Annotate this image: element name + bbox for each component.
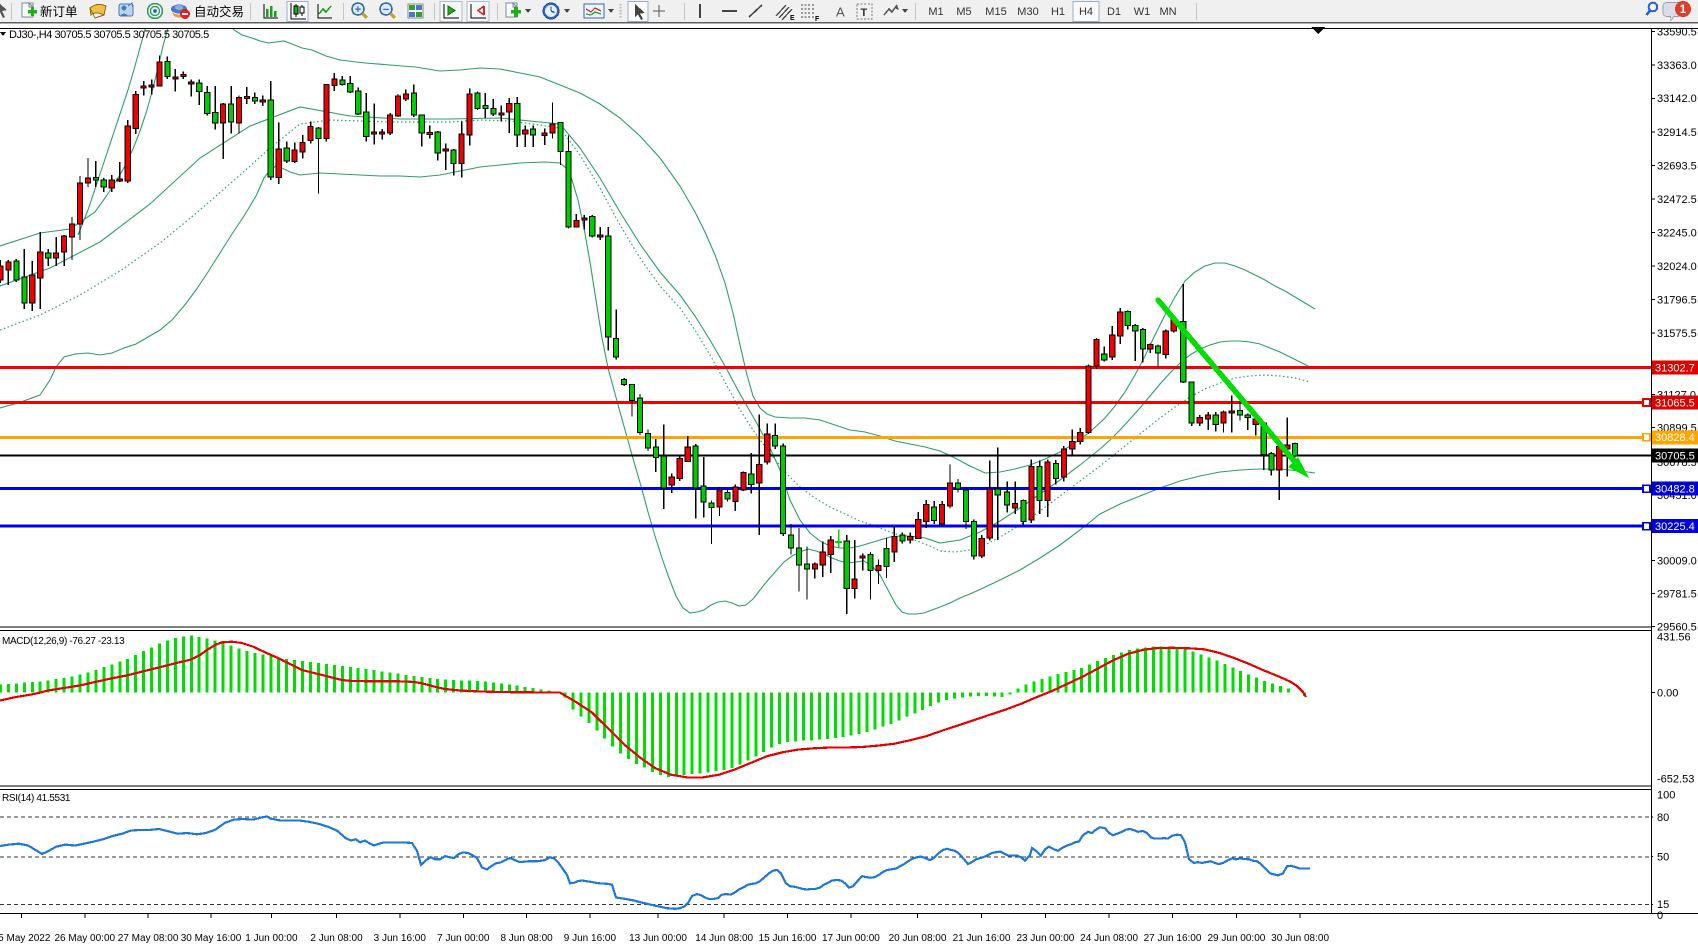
- svg-text:3 Jun 16:00: 3 Jun 16:00: [374, 933, 427, 944]
- svg-text:新订单: 新订单: [40, 4, 78, 19]
- svg-text:30225.4: 30225.4: [1655, 521, 1695, 533]
- svg-text:24 Jun 08:00: 24 Jun 08:00: [1080, 933, 1138, 944]
- svg-text:29560.5: 29560.5: [1657, 621, 1697, 633]
- svg-text:33142.0: 33142.0: [1657, 93, 1697, 105]
- svg-text:23 Jun 00:00: 23 Jun 00:00: [1016, 933, 1074, 944]
- svg-text:31302.7: 31302.7: [1655, 362, 1695, 374]
- svg-text:31065.5: 31065.5: [1655, 397, 1695, 409]
- svg-text:31575.5: 31575.5: [1657, 328, 1697, 340]
- svg-text:17 Jun 00:00: 17 Jun 00:00: [822, 933, 880, 944]
- svg-text:32914.5: 32914.5: [1657, 127, 1697, 139]
- svg-text:F: F: [815, 16, 820, 23]
- svg-text:32245.0: 32245.0: [1657, 227, 1697, 239]
- svg-text:30482.8: 30482.8: [1655, 483, 1695, 495]
- svg-text:80: 80: [1657, 812, 1669, 824]
- svg-text:13 Jun 00:00: 13 Jun 00:00: [629, 933, 687, 944]
- svg-text:M15: M15: [985, 6, 1006, 18]
- svg-text:30 Jun 08:00: 30 Jun 08:00: [1271, 933, 1329, 944]
- svg-text:2 Jun 08:00: 2 Jun 08:00: [310, 933, 363, 944]
- svg-text:A: A: [836, 5, 845, 20]
- svg-text:25 May 2022: 25 May 2022: [0, 933, 51, 944]
- svg-text:0: 0: [1657, 910, 1663, 922]
- svg-text:1 Jun 00:00: 1 Jun 00:00: [245, 933, 298, 944]
- svg-text:431.56: 431.56: [1657, 632, 1691, 644]
- svg-text:H4: H4: [1079, 6, 1093, 18]
- svg-text:H1: H1: [1051, 6, 1065, 18]
- svg-text:15 Jun 16:00: 15 Jun 16:00: [759, 933, 817, 944]
- svg-text:30 May 16:00: 30 May 16:00: [181, 933, 242, 944]
- svg-text:M1: M1: [928, 6, 943, 18]
- svg-text:MACD(12,26,9) -76.27 -23.13: MACD(12,26,9) -76.27 -23.13: [2, 636, 125, 647]
- svg-text:30828.4: 30828.4: [1655, 432, 1695, 444]
- svg-text:-652.53: -652.53: [1657, 774, 1694, 786]
- svg-text:33363.0: 33363.0: [1657, 60, 1697, 72]
- svg-text:32472.5: 32472.5: [1657, 194, 1697, 206]
- svg-text:15: 15: [1657, 899, 1669, 911]
- svg-text:29 Jun 00:00: 29 Jun 00:00: [1207, 933, 1265, 944]
- svg-text:50: 50: [1657, 851, 1669, 863]
- svg-text:+: +: [355, 4, 361, 16]
- svg-text:100: 100: [1657, 790, 1675, 802]
- svg-text:21 Jun 16:00: 21 Jun 16:00: [953, 933, 1011, 944]
- svg-text:E: E: [790, 15, 795, 22]
- svg-text:30705.5: 30705.5: [1655, 450, 1695, 462]
- svg-text:29781.5: 29781.5: [1657, 588, 1697, 600]
- svg-text:1: 1: [1680, 4, 1687, 16]
- svg-text:20 Jun 08:00: 20 Jun 08:00: [889, 933, 947, 944]
- svg-text:自动交易: 自动交易: [194, 4, 244, 19]
- svg-text:14 Jun 08:00: 14 Jun 08:00: [695, 933, 753, 944]
- svg-text:0.00: 0.00: [1657, 687, 1678, 699]
- svg-text:M5: M5: [956, 6, 971, 18]
- svg-text:MN: MN: [1159, 6, 1176, 18]
- svg-text:31796.5: 31796.5: [1657, 294, 1697, 306]
- svg-text:27 May 08:00: 27 May 08:00: [118, 933, 179, 944]
- svg-text:W1: W1: [1134, 6, 1151, 18]
- svg-text:33590.5: 33590.5: [1657, 26, 1697, 38]
- svg-text:RSI(14) 41.5531: RSI(14) 41.5531: [2, 793, 71, 804]
- svg-text:30009.0: 30009.0: [1657, 555, 1697, 567]
- svg-text:T: T: [861, 7, 868, 19]
- svg-text:7 Jun 00:00: 7 Jun 00:00: [437, 933, 490, 944]
- svg-text:M30: M30: [1017, 6, 1038, 18]
- svg-text:32693.5: 32693.5: [1657, 160, 1697, 172]
- svg-text:DJ30-,H4 30705.5 30705.5 3070: DJ30-,H4 30705.5 30705.5 30705.5 30705.5: [9, 29, 209, 41]
- svg-text:27 Jun 16:00: 27 Jun 16:00: [1144, 933, 1202, 944]
- svg-text:8 Jun 08:00: 8 Jun 08:00: [500, 933, 553, 944]
- svg-text:9 Jun 16:00: 9 Jun 16:00: [564, 933, 617, 944]
- svg-text:26 May 00:00: 26 May 00:00: [54, 933, 115, 944]
- svg-text:−: −: [383, 4, 389, 16]
- svg-text:32024.0: 32024.0: [1657, 261, 1697, 273]
- svg-text:D1: D1: [1107, 6, 1121, 18]
